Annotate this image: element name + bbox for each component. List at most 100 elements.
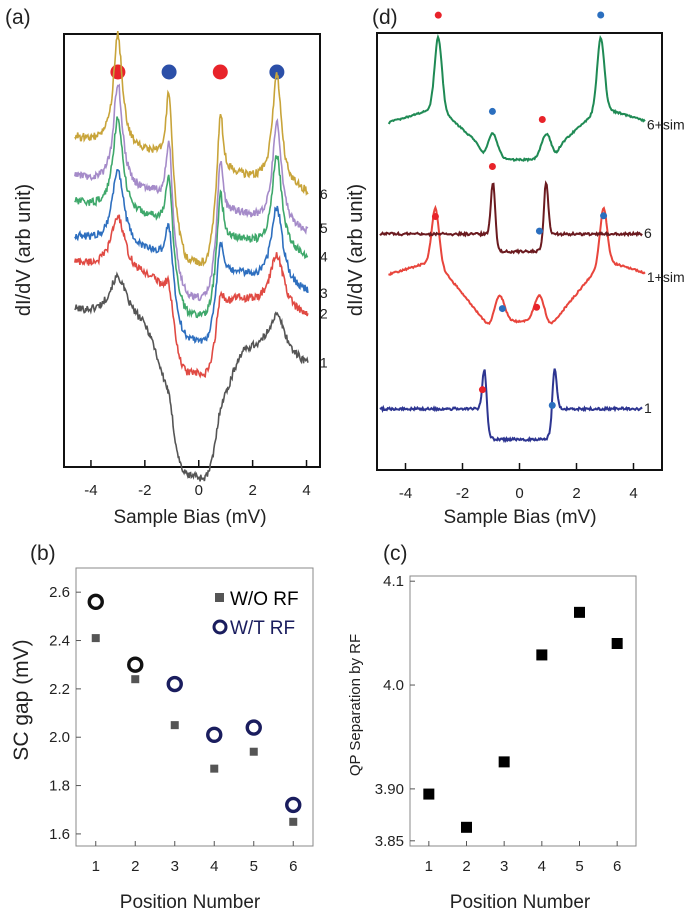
panel-a-curve-label-2: 2	[320, 305, 328, 321]
panel-c-point	[498, 756, 510, 768]
panel-d-curve-1	[379, 368, 643, 444]
panel-b-x-axis-label: Position Number	[120, 892, 261, 913]
panel-d-peak-marker	[431, 213, 439, 221]
panel-c-x-tick-label: 3	[500, 858, 508, 875]
panel-b-x-tick-label: 3	[171, 858, 179, 875]
panel-c-y-tick-label: 3.90	[375, 781, 404, 798]
panel-d-curve-6+simul	[387, 33, 646, 163]
panel-d-x-tick-label: 4	[629, 485, 637, 502]
panel-b-y-axis-label: SC gap (mV)	[10, 639, 33, 760]
panel-b-point	[285, 796, 302, 814]
panel-a-curve-4	[74, 116, 309, 319]
panel-b-point	[289, 817, 298, 826]
panel-c-x-tick-label: 5	[575, 858, 583, 875]
panel-a-curve-2	[74, 214, 309, 379]
panel-d-peak-marker	[533, 303, 541, 311]
panel-a-label: (a)	[5, 6, 31, 29]
panel-d-peak-marker	[548, 401, 556, 409]
panel-d-x-tick-label: 0	[515, 485, 523, 502]
panel-d-peak-markers	[431, 11, 608, 409]
panel-d-peak-marker	[535, 227, 543, 235]
panel-d-x-tick-label: 2	[572, 485, 580, 502]
panel-a-x-tick-label: 0	[195, 482, 203, 499]
panel-a: (a) 1 2 3 4 5 6 -4 -2 0 2 4 Sample Bias (mV) dI/d…	[5, 6, 328, 528]
panel-a-frame	[63, 33, 321, 468]
panel-a-curve-label-6: 6	[320, 186, 328, 202]
legend-wo-rf-label: W/O RF	[230, 589, 299, 610]
panel-d-peak-marker	[538, 116, 546, 124]
panel-c-label: (c)	[383, 542, 408, 565]
panel-d-curve-label: 1+simul	[647, 269, 685, 285]
panel-c-y-tick-label: 3.85	[375, 833, 404, 850]
panel-d-x-ticks: -4 -2 0 2 4	[399, 463, 638, 502]
panel-d-x-axis-label: Sample Bias (mV)	[443, 507, 596, 528]
panel-c-y-ticks: 3.85 3.90 4.0 4.1	[375, 573, 415, 850]
panel-d-x-tick-label: -4	[399, 485, 412, 502]
panel-a-x-tick-label: -4	[84, 482, 97, 499]
panel-b-point	[166, 675, 183, 693]
panel-b-y-ticks: 1.6 1.8 2.0 2.2 2.4 2.6	[49, 584, 81, 843]
panel-c-point	[574, 606, 585, 618]
panel-d-peak-marker	[600, 212, 608, 220]
panel-d-peak-marker	[597, 11, 605, 19]
panel-a-curve-label-1: 1	[320, 355, 328, 371]
panel-c-point	[611, 638, 623, 649]
legend-wt-rf-marker	[212, 619, 228, 635]
panel-d-curve-label: 1	[644, 400, 652, 416]
panel-b-point	[131, 675, 140, 684]
panel-a-curves: 1 2 3 4 5 6	[74, 31, 328, 482]
panel-c-x-tick-label: 4	[538, 858, 546, 875]
panel-c-points	[423, 606, 623, 833]
panel-a-curve-label-4: 4	[320, 248, 328, 264]
panel-c-y-tick-label: 4.0	[383, 677, 404, 694]
panel-b-legend: W/O RF W/T RF	[212, 589, 299, 639]
panel-a-x-tick-label: 2	[248, 482, 256, 499]
panel-d-peak-marker	[488, 163, 496, 171]
panel-d-peak-marker	[478, 386, 486, 394]
panel-c-x-ticks: 1 2 3 4 5 6	[425, 841, 621, 875]
panel-c-x-tick-label: 1	[425, 858, 433, 875]
panel-b-y-tick-label: 2.6	[49, 584, 70, 601]
panel-c-x-tick-label: 2	[462, 858, 470, 875]
legend-wt-rf-label: W/T RF	[230, 618, 295, 639]
panel-c-y-axis-label: QP Separation by RF	[347, 634, 364, 776]
panel-b-x-tick-label: 2	[131, 858, 139, 875]
panel-a-curve-5	[74, 83, 309, 302]
panel-c-point	[536, 649, 548, 661]
panel-a-peak-markers	[110, 64, 285, 80]
panel-b-x-ticks: 1 2 3 4 5 6	[92, 841, 297, 875]
panel-d-x-tick-label: -2	[456, 485, 469, 502]
panel-a-peak-marker	[269, 64, 285, 80]
panel-a-curve-1	[74, 271, 309, 482]
panel-d-peak-marker	[434, 11, 442, 19]
panel-b-x-tick-label: 1	[92, 858, 100, 875]
panel-c-point	[423, 788, 435, 800]
panel-b: (b) 1.6 1.8 2.0 2.2 2.4 2.6 1 2 3 4 5 6 W/O RF W/T…	[10, 542, 314, 913]
panel-a-peak-marker	[161, 64, 177, 80]
panel-b-points	[87, 593, 302, 826]
panel-a-curve-label-5: 5	[320, 220, 328, 236]
panel-b-y-tick-label: 2.2	[49, 681, 70, 698]
panel-d-label: (d)	[372, 6, 398, 29]
panel-b-point	[127, 656, 144, 673]
panel-d-curves: 1 1+simul 6 6+simul	[379, 33, 685, 444]
panel-b-point	[249, 747, 258, 756]
panel-b-point	[206, 726, 223, 743]
panel-a-x-tick-label: 4	[302, 482, 310, 499]
panel-c-point	[461, 821, 472, 833]
panel-b-frame	[75, 567, 314, 847]
panel-a-curve-6	[74, 31, 309, 267]
panel-d-peak-marker	[498, 305, 506, 313]
panel-c-frame	[409, 575, 637, 847]
panel-b-y-tick-label: 1.8	[49, 778, 70, 795]
panel-b-x-tick-label: 4	[210, 858, 218, 875]
panel-d-curve-label: 6	[644, 225, 652, 241]
legend-wo-rf-marker	[215, 593, 224, 602]
panel-a-peak-marker	[212, 64, 228, 80]
panel-d-curve-1+simul	[388, 204, 646, 326]
panel-b-point	[91, 634, 100, 643]
panel-b-x-tick-label: 6	[289, 858, 297, 875]
panel-b-point	[170, 721, 179, 730]
panel-b-y-tick-label: 2.0	[49, 729, 70, 746]
